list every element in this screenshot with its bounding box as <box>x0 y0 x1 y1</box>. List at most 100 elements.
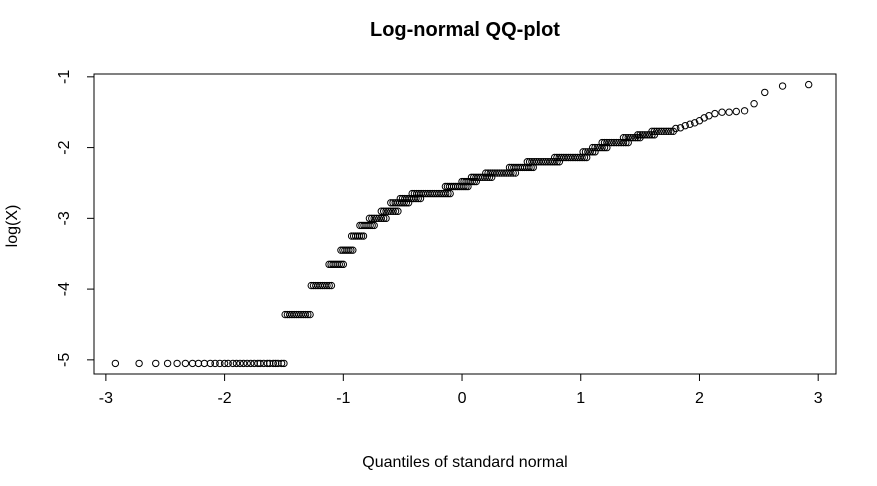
data-point <box>444 189 452 198</box>
x-tick-label: 2 <box>695 390 704 407</box>
data-point <box>335 260 343 269</box>
data-point <box>345 246 353 254</box>
data-point <box>229 359 237 368</box>
data-point <box>761 88 769 97</box>
data-point <box>200 359 209 368</box>
y-tick-label: -4 <box>56 282 73 296</box>
x-tick-label: -1 <box>336 390 350 407</box>
data-point <box>382 207 390 215</box>
data-point <box>304 310 312 319</box>
data-point <box>638 131 647 139</box>
data-point <box>232 359 241 368</box>
data-point <box>387 207 395 215</box>
data-point <box>163 359 172 368</box>
data-point <box>325 281 333 290</box>
data-point <box>660 127 668 136</box>
plot-frame <box>93 73 837 375</box>
data-point <box>301 310 310 319</box>
data-point <box>337 260 345 269</box>
x-axis-label: Quantiles of standard normal <box>362 454 567 471</box>
data-point <box>173 359 181 368</box>
data-point <box>681 121 689 130</box>
data-point <box>389 207 397 215</box>
data-point <box>111 359 120 368</box>
data-point <box>655 127 663 136</box>
data-point <box>327 281 336 290</box>
data-point <box>669 127 678 136</box>
data-point <box>216 359 224 368</box>
data-point <box>472 177 480 186</box>
data-point <box>247 359 255 368</box>
data-point <box>653 127 661 136</box>
data-point <box>605 138 613 147</box>
data-point <box>718 108 726 116</box>
data-point <box>636 131 644 139</box>
data-points <box>111 80 813 368</box>
data-point <box>711 109 719 118</box>
data-point <box>306 310 314 319</box>
data-point <box>740 107 749 115</box>
data-point <box>580 153 589 162</box>
data-point <box>277 359 286 368</box>
data-point <box>624 133 632 142</box>
x-axis: -3 -2 -1 0 1 2 3 <box>99 373 823 407</box>
y-axis: -5 -4 -3 -2 -1 <box>56 70 95 367</box>
data-point <box>256 359 264 368</box>
data-point <box>603 138 611 147</box>
y-tick-label: -1 <box>56 70 73 84</box>
data-point <box>778 82 787 90</box>
data-point <box>269 359 277 368</box>
data-point <box>243 359 251 368</box>
data-point <box>643 131 651 139</box>
data-point <box>591 148 599 156</box>
data-point <box>391 207 400 215</box>
data-point <box>676 124 685 132</box>
data-point <box>382 214 390 223</box>
data-point <box>750 100 758 108</box>
y-tick-label: -2 <box>56 140 73 154</box>
data-point <box>368 221 376 230</box>
data-point <box>181 359 190 368</box>
data-point <box>579 148 587 156</box>
data-point <box>372 214 381 223</box>
data-point <box>619 133 628 142</box>
data-point <box>691 119 699 127</box>
data-point <box>612 138 621 147</box>
data-point <box>280 359 288 368</box>
data-point <box>553 158 561 166</box>
data-point <box>686 120 694 128</box>
data-point <box>588 148 597 156</box>
data-point <box>464 182 472 191</box>
data-point <box>578 153 586 162</box>
data-point <box>441 189 450 198</box>
y-tick-label: -5 <box>56 353 73 367</box>
data-point <box>370 214 378 223</box>
data-point <box>626 133 635 142</box>
data-point <box>582 153 591 162</box>
data-point <box>368 214 376 223</box>
data-point <box>239 359 248 368</box>
data-point <box>468 177 476 186</box>
data-point <box>365 214 374 223</box>
x-tick-label: 0 <box>458 390 467 407</box>
data-point <box>657 127 666 136</box>
data-point <box>607 138 616 147</box>
data-point <box>355 232 364 240</box>
data-point <box>220 359 229 368</box>
chart-title: Log-normal QQ-plot <box>370 19 560 41</box>
data-point <box>529 163 537 172</box>
data-point <box>135 359 143 368</box>
x-tick-label: 3 <box>814 390 823 407</box>
data-point <box>600 138 609 147</box>
data-point <box>622 133 630 142</box>
data-point <box>581 148 590 156</box>
y-tick-label: -3 <box>56 211 73 225</box>
data-point <box>732 107 740 116</box>
data-point <box>598 138 606 147</box>
data-point <box>379 207 388 215</box>
data-point <box>615 138 623 147</box>
x-tick-label: -3 <box>99 390 113 407</box>
data-point <box>725 108 733 116</box>
data-point <box>641 131 649 139</box>
